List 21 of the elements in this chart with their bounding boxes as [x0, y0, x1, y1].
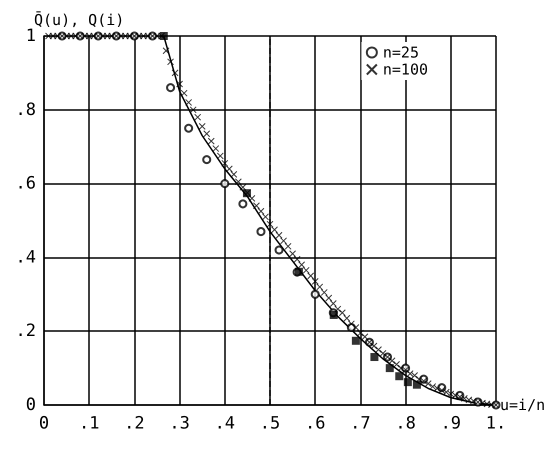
y-tick-label: .2 — [16, 321, 36, 342]
x-tick-label: .4 — [214, 414, 236, 434]
x-tick-label: .1 — [78, 414, 100, 434]
x-tick-label: .8 — [395, 414, 416, 434]
x-tick-label: .2 — [124, 414, 145, 434]
x-tick-label: .7 — [350, 414, 371, 434]
x-tick-label: .9 — [440, 414, 462, 434]
y-tick-label: .8 — [16, 100, 36, 120]
y-axis-title: Q̄(u), Q(i) — [34, 10, 124, 30]
y-tick-label: 1 — [26, 26, 36, 46]
y-tick-label: .4 — [16, 247, 36, 268]
x-tick-label: 1. — [486, 414, 506, 434]
y-tick-label: .6 — [16, 174, 36, 194]
x-axis-title: u=i/n — [500, 396, 546, 414]
x-tick-label: .3 — [169, 414, 190, 434]
x-tick-label: .5 — [260, 414, 280, 434]
x-tick-label: 0 — [38, 414, 50, 434]
y-tick-label: 0 — [26, 395, 36, 415]
x-tick-label: .6 — [304, 414, 326, 434]
legend-label: n=100 — [382, 60, 428, 78]
legend-label: n=25 — [382, 44, 419, 62]
